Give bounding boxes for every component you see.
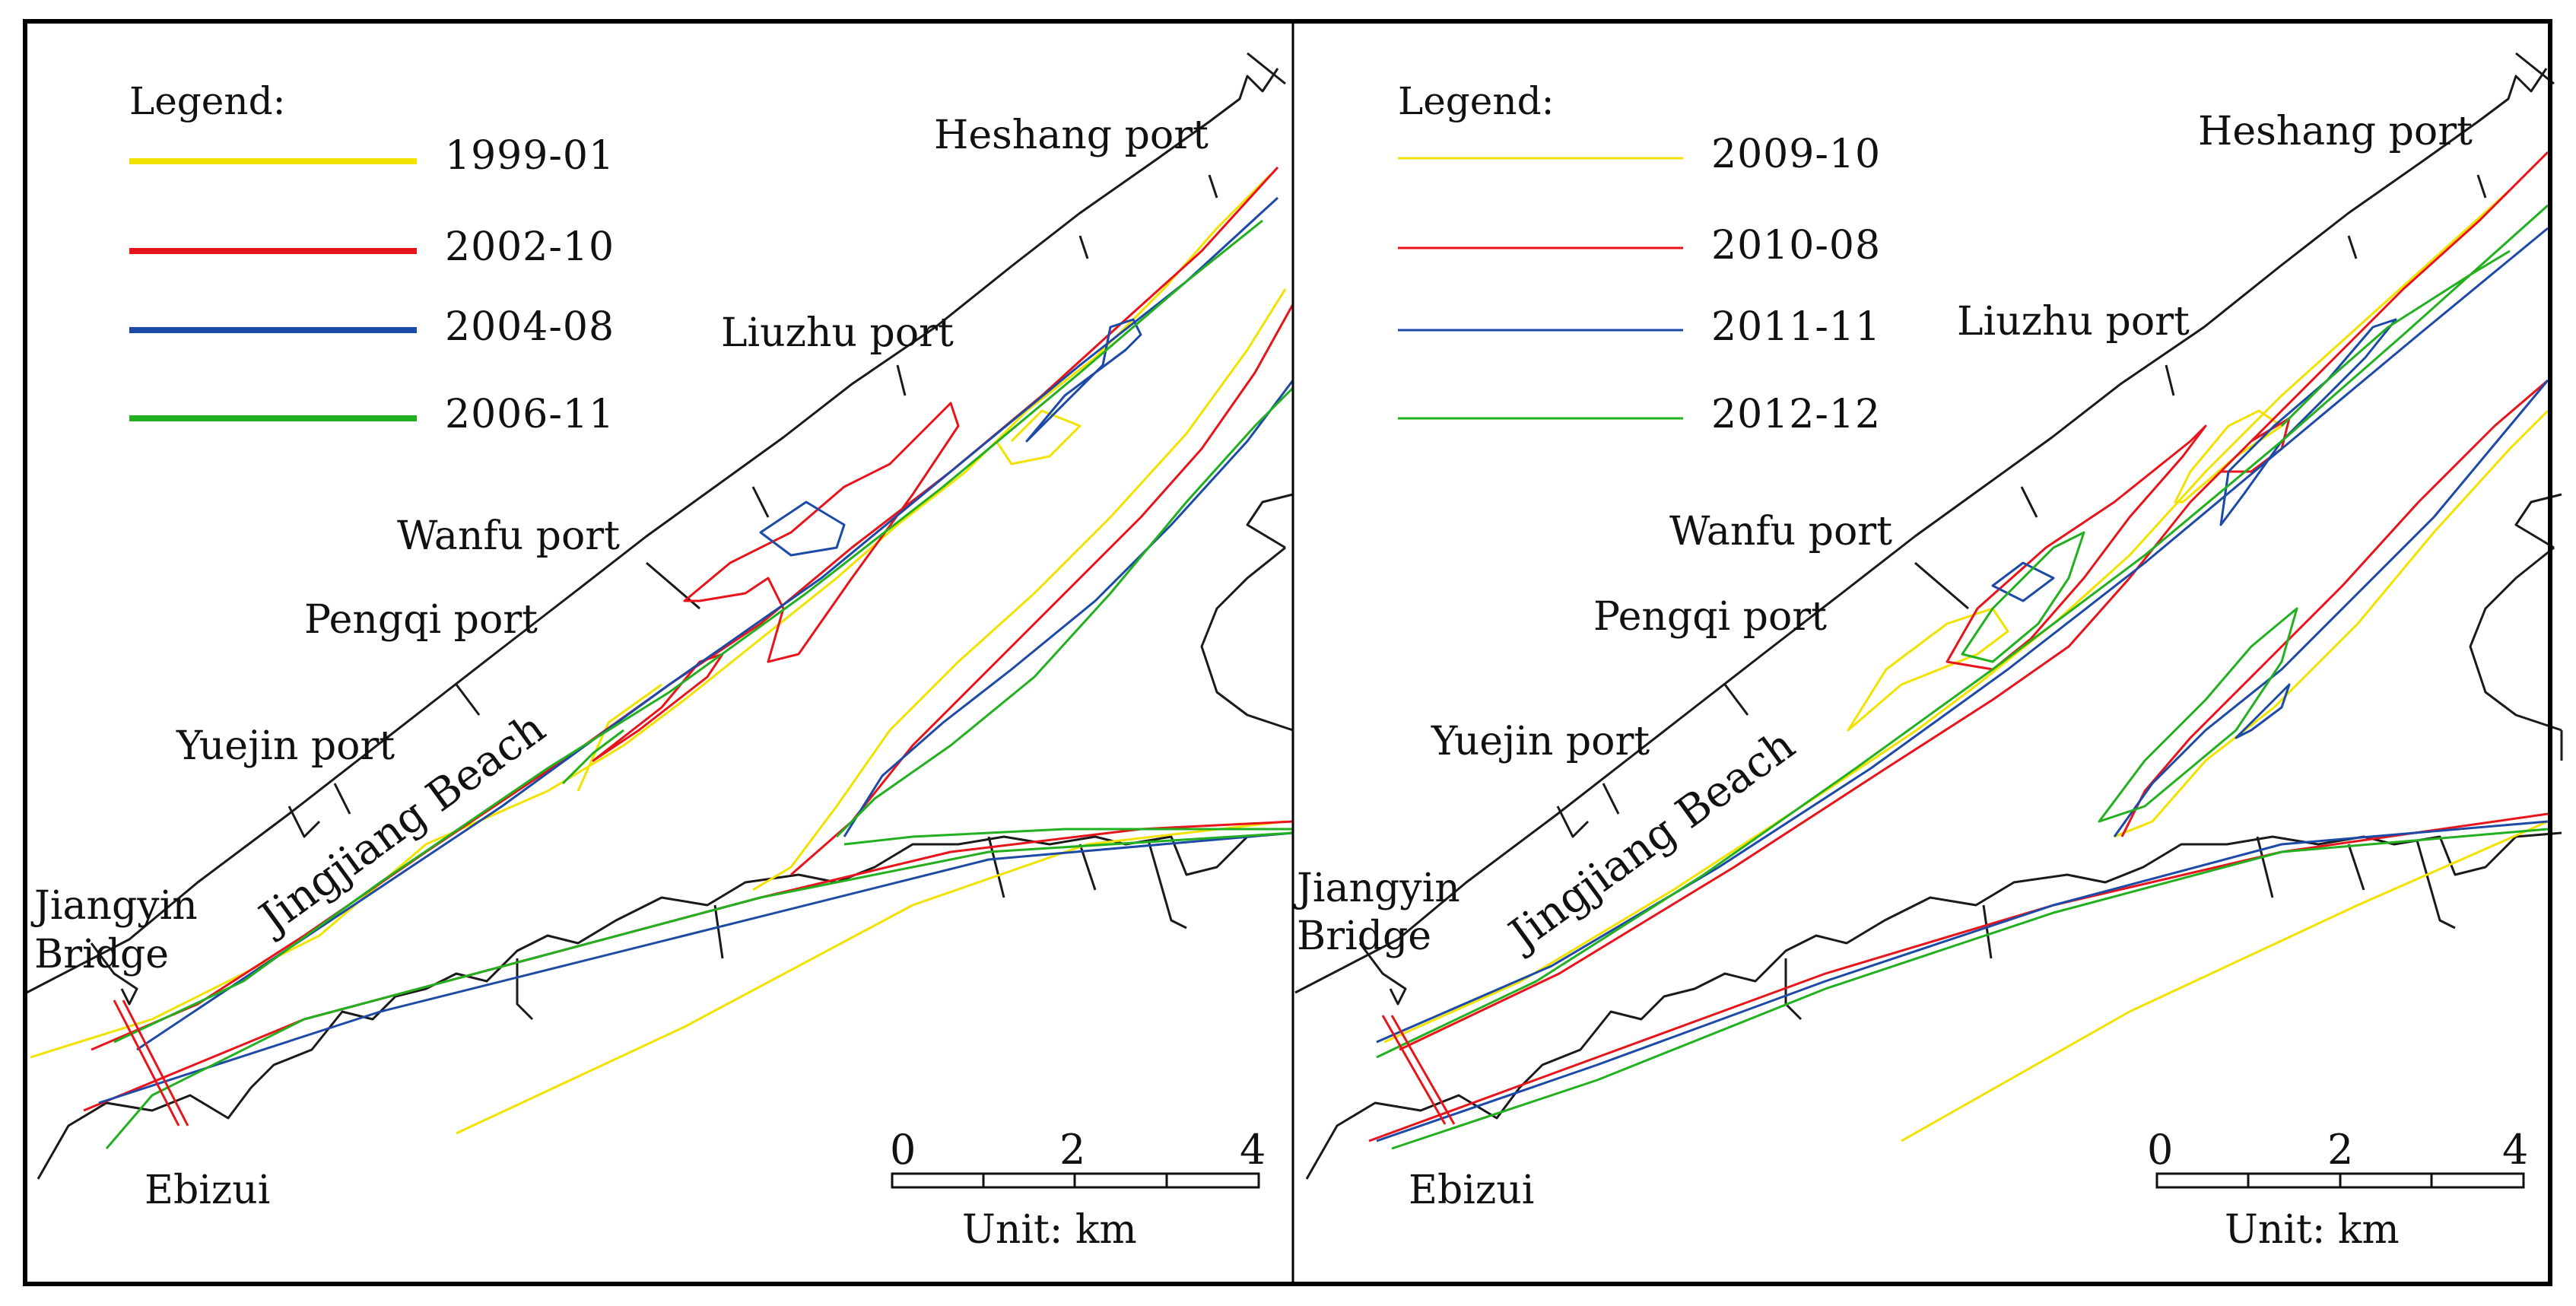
shoreline-1999-01 bbox=[30, 173, 1287, 1135]
bridge-line-right-b bbox=[1390, 1015, 1456, 1125]
label-ebizui: Ebizui bbox=[145, 1168, 270, 1213]
legend-label-2010-08: 2010-08 bbox=[1711, 223, 1881, 269]
legend-title: Legend: bbox=[129, 79, 285, 123]
shoreline-2012-12 bbox=[1376, 204, 2549, 1150]
scale-tick-4-right: 4 bbox=[2502, 1126, 2528, 1174]
basemap-left bbox=[25, 52, 1294, 1180]
legend-left: Legend: 1999-01 2002-10 2004-08 2006-11 bbox=[129, 79, 615, 437]
label-heshang-port: Heshang port bbox=[934, 113, 1209, 158]
scale-bar-left: 0 2 4 Unit: km bbox=[890, 1126, 1266, 1253]
label-bridge-right: Bridge bbox=[1297, 914, 1431, 959]
bridge-line-left-b bbox=[122, 999, 189, 1126]
label-wanfu-port: Wanfu port bbox=[397, 513, 620, 559]
shoreline-2011-11 bbox=[1376, 227, 2549, 1142]
scale-tick-2-right: 2 bbox=[2327, 1126, 2353, 1174]
label-liuzhu-port: Liuzhu port bbox=[721, 310, 954, 356]
legend-title-right: Legend: bbox=[1398, 79, 1554, 123]
shorelines-left bbox=[30, 166, 1294, 1149]
legend-label-2009-10: 2009-10 bbox=[1711, 132, 1881, 177]
legend-label-1999-01: 1999-01 bbox=[445, 133, 615, 179]
scale-bar-right: 0 2 4 Unit: km bbox=[2147, 1126, 2528, 1253]
shoreline-2006-11 bbox=[105, 219, 1294, 1149]
figure-frame bbox=[23, 19, 2552, 1286]
basemap-right bbox=[1294, 52, 2563, 1180]
label-liuzhu-port-right: Liuzhu port bbox=[1957, 299, 2190, 345]
shoreline-2002-10 bbox=[83, 166, 1294, 1112]
label-wanfu-port-right: Wanfu port bbox=[1669, 509, 1892, 554]
legend-label-2002-10: 2002-10 bbox=[445, 224, 615, 270]
shoreline-2010-08 bbox=[1368, 151, 2549, 1142]
scale-unit-label-right: Unit: km bbox=[2225, 1207, 2400, 1253]
label-heshang-port-right: Heshang port bbox=[2198, 109, 2473, 154]
scale-tick-4: 4 bbox=[1240, 1126, 1266, 1174]
legend-label-2012-12: 2012-12 bbox=[1711, 392, 1881, 437]
label-pengqi-port-right: Pengqi port bbox=[1593, 594, 1827, 640]
label-yuejin-port: Yuejin port bbox=[176, 723, 395, 769]
scale-tick-0: 0 bbox=[890, 1126, 916, 1174]
scale-unit-label: Unit: km bbox=[962, 1207, 1137, 1253]
panel-left: Legend: 1999-01 2002-10 2004-08 2006-11 … bbox=[25, 52, 1294, 1253]
label-ebizui-right: Ebizui bbox=[1409, 1168, 1534, 1213]
shoreline-2004-08 bbox=[98, 196, 1294, 1104]
label-jiangyin: Jiangyin bbox=[30, 883, 198, 929]
scale-tick-2: 2 bbox=[1059, 1126, 1085, 1174]
label-bridge: Bridge bbox=[34, 932, 169, 977]
label-yuejin-port-right: Yuejin port bbox=[1431, 719, 1650, 764]
label-pengqi-port: Pengqi port bbox=[304, 597, 538, 643]
scale-tick-0-right: 0 bbox=[2147, 1126, 2173, 1174]
legend-right: Legend: 2009-10 2010-08 2011-11 2012-12 bbox=[1398, 79, 1881, 437]
bridge-line-right-a bbox=[1381, 1015, 1447, 1125]
legend-label-2004-08: 2004-08 bbox=[445, 304, 615, 350]
shorelines-right bbox=[1368, 151, 2549, 1150]
legend-label-2006-11: 2006-11 bbox=[445, 392, 615, 437]
panel-right: Legend: 2009-10 2010-08 2011-11 2012-12 … bbox=[1293, 52, 2563, 1253]
bridge-line-left-a bbox=[113, 999, 180, 1126]
label-jiangyin-right: Jiangyin bbox=[1293, 866, 1460, 911]
legend-label-2011-11: 2011-11 bbox=[1711, 304, 1881, 350]
